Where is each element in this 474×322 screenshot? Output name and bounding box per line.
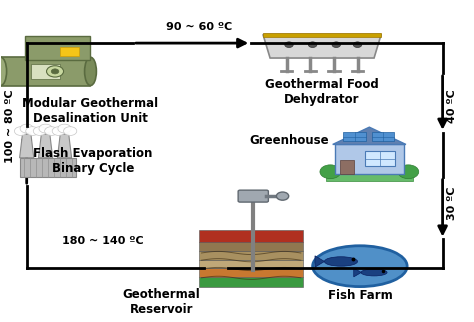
Circle shape — [320, 165, 341, 179]
Circle shape — [353, 42, 362, 48]
FancyBboxPatch shape — [31, 63, 60, 79]
Text: Modular Geothermal
Desalination Unit: Modular Geothermal Desalination Unit — [22, 97, 159, 125]
Polygon shape — [333, 127, 406, 145]
FancyBboxPatch shape — [335, 145, 403, 174]
Circle shape — [45, 127, 58, 136]
Text: Geothermal Food
Dehydrator: Geothermal Food Dehydrator — [265, 78, 379, 106]
Circle shape — [20, 124, 33, 133]
Circle shape — [332, 42, 340, 48]
FancyBboxPatch shape — [372, 132, 394, 141]
Text: Fish Farm: Fish Farm — [328, 289, 392, 302]
FancyBboxPatch shape — [199, 251, 303, 260]
Circle shape — [52, 127, 65, 136]
Circle shape — [58, 124, 71, 133]
FancyBboxPatch shape — [365, 151, 395, 166]
Polygon shape — [19, 134, 34, 158]
FancyBboxPatch shape — [343, 132, 366, 141]
Circle shape — [398, 165, 419, 179]
FancyBboxPatch shape — [25, 35, 90, 60]
Polygon shape — [315, 256, 324, 267]
Circle shape — [14, 127, 27, 136]
Circle shape — [51, 69, 59, 74]
Circle shape — [285, 42, 293, 48]
Polygon shape — [354, 268, 361, 277]
Text: Geothermal
Reservoir: Geothermal Reservoir — [122, 288, 200, 316]
FancyBboxPatch shape — [19, 158, 76, 177]
Ellipse shape — [324, 257, 357, 266]
FancyBboxPatch shape — [199, 230, 303, 242]
Ellipse shape — [84, 57, 96, 86]
FancyBboxPatch shape — [326, 173, 413, 181]
Polygon shape — [263, 34, 381, 58]
Ellipse shape — [0, 57, 7, 86]
FancyBboxPatch shape — [199, 268, 303, 277]
FancyBboxPatch shape — [238, 190, 268, 202]
FancyBboxPatch shape — [199, 242, 303, 251]
Text: Greenhouse: Greenhouse — [249, 134, 329, 147]
Text: Flash Evaporation
Binary Cycle: Flash Evaporation Binary Cycle — [33, 147, 153, 175]
Text: 180 ~ 140 ºC: 180 ~ 140 ºC — [62, 236, 144, 246]
Polygon shape — [38, 134, 53, 158]
Circle shape — [276, 192, 289, 200]
FancyBboxPatch shape — [199, 260, 303, 268]
Circle shape — [46, 66, 64, 77]
Text: 30 ºC: 30 ºC — [447, 186, 457, 220]
Circle shape — [26, 127, 39, 136]
FancyBboxPatch shape — [263, 33, 381, 37]
FancyBboxPatch shape — [0, 57, 91, 86]
Circle shape — [33, 127, 46, 136]
Text: 40 ºC: 40 ºC — [447, 89, 457, 123]
Ellipse shape — [361, 269, 387, 276]
FancyBboxPatch shape — [199, 277, 303, 287]
Text: 90 ~ 60 ºC: 90 ~ 60 ºC — [166, 22, 232, 32]
Circle shape — [39, 124, 52, 133]
FancyBboxPatch shape — [61, 47, 79, 56]
FancyBboxPatch shape — [340, 160, 354, 174]
Circle shape — [64, 127, 77, 136]
Text: 100 ~ 80 ºC: 100 ~ 80 ºC — [5, 90, 16, 163]
Polygon shape — [57, 134, 72, 158]
Ellipse shape — [313, 246, 407, 287]
Circle shape — [309, 42, 317, 48]
